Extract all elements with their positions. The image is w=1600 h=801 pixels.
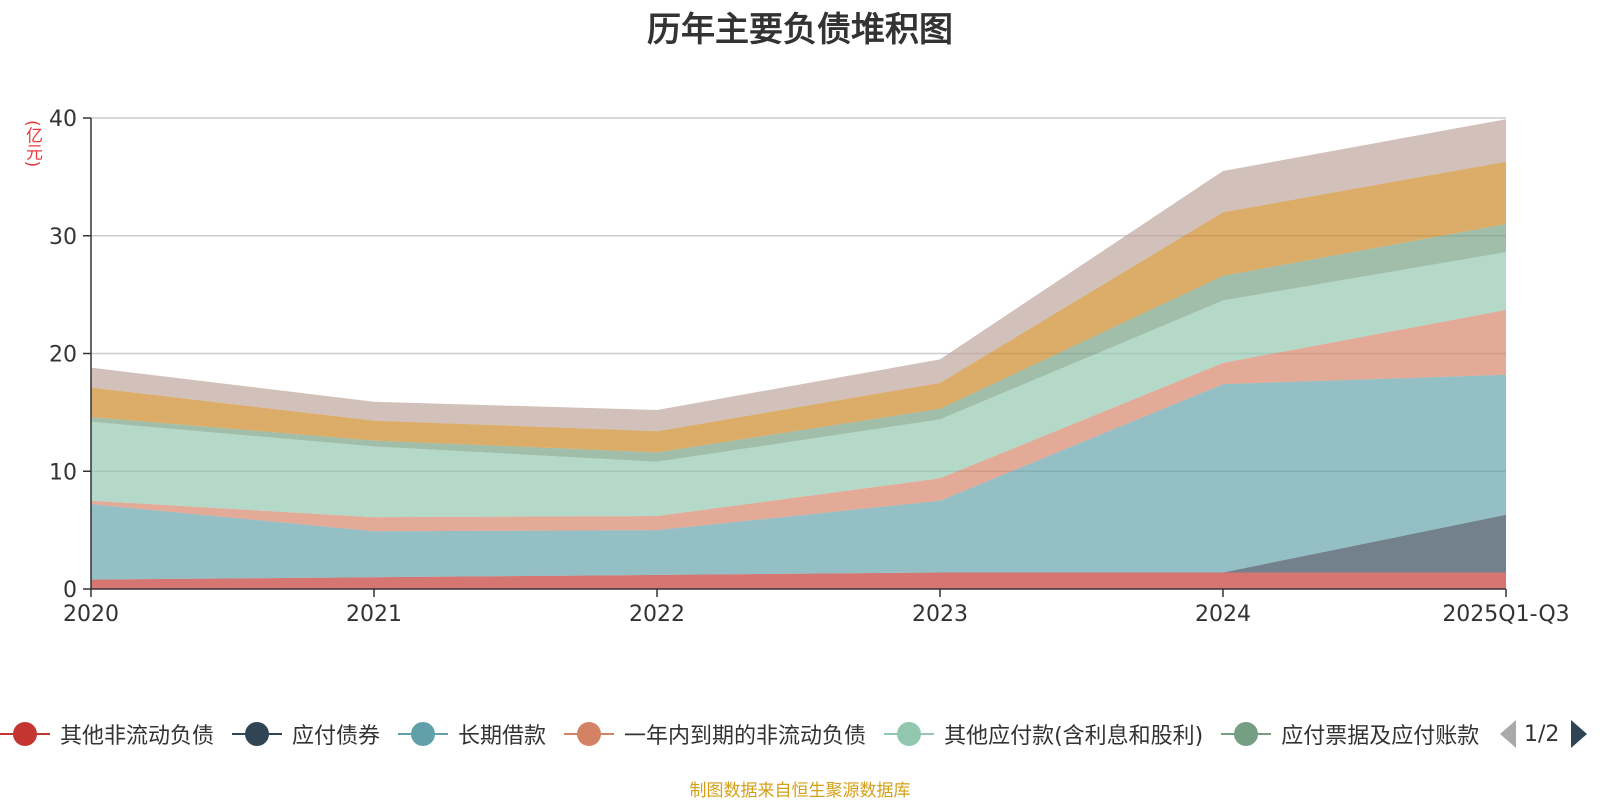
legend-label: 一年内到期的非流动负债 bbox=[624, 724, 867, 749]
legend-item[interactable]: 其他应付款(含利息和股利) bbox=[884, 718, 1203, 750]
legend-item[interactable]: 应付债券 bbox=[232, 718, 380, 750]
y-tick-label: 0 bbox=[63, 578, 77, 603]
y-tick-label: 30 bbox=[49, 225, 77, 250]
legend-marker-icon bbox=[564, 721, 615, 747]
y-tick-label: 10 bbox=[49, 460, 77, 485]
x-tick-label: 2024 bbox=[1195, 602, 1251, 627]
legend-pager: 1/2 bbox=[1500, 717, 1600, 751]
x-tick-label: 2022 bbox=[629, 602, 685, 627]
legend-prev-page-icon[interactable] bbox=[1500, 720, 1516, 748]
data-source-note: 制图数据来自恒生聚源数据库 bbox=[689, 781, 911, 801]
legend-marker-icon bbox=[232, 721, 283, 747]
legend-item[interactable]: 应付票据及应付账款 bbox=[1221, 718, 1479, 750]
legend-label: 应付票据及应付账款 bbox=[1281, 724, 1480, 749]
x-tick-label: 2020 bbox=[63, 602, 119, 627]
x-tick-label: 2023 bbox=[912, 602, 968, 627]
y-tick-label: 40 bbox=[49, 107, 77, 132]
chart-title: 历年主要负债堆积图 bbox=[647, 10, 953, 50]
area-series[interactable] bbox=[91, 309, 1506, 532]
x-tick-label: 2021 bbox=[346, 602, 402, 627]
legend-page-indicator: 1/2 bbox=[1524, 721, 1560, 747]
area-series[interactable] bbox=[91, 374, 1506, 580]
legend-label: 长期借款 bbox=[458, 724, 547, 749]
x-tick-label: 2025Q1-Q3 bbox=[1442, 602, 1569, 627]
area-series[interactable] bbox=[91, 572, 1506, 590]
y-tick-label: 20 bbox=[49, 343, 77, 368]
legend-item[interactable]: 一年内到期的非流动负债 bbox=[564, 718, 866, 750]
legend-item[interactable]: 其他非流动负债 bbox=[0, 718, 214, 750]
legend-next-page-icon[interactable] bbox=[1571, 720, 1588, 748]
legend: 其他非流动负债 应付债券 长期借款 一年内到期的非流动负债 其他应付款(含利息和股利) 应… bbox=[0, 717, 1500, 751]
legend-item[interactable]: 长期借款 bbox=[398, 718, 546, 750]
legend-label: 其他非流动负债 bbox=[60, 724, 215, 749]
legend-marker-icon bbox=[884, 721, 935, 747]
area-series[interactable] bbox=[91, 161, 1506, 453]
y-axis-unit-label: (亿元) bbox=[22, 120, 42, 168]
area-series[interactable] bbox=[91, 119, 1506, 432]
area-series[interactable] bbox=[91, 252, 1506, 518]
legend-label: 其他应付款(含利息和股利) bbox=[944, 724, 1204, 749]
legend-marker-icon bbox=[398, 721, 449, 747]
legend-label: 应付债券 bbox=[292, 724, 381, 749]
legend-marker-icon bbox=[1221, 721, 1272, 747]
legend-marker-icon bbox=[0, 721, 50, 747]
